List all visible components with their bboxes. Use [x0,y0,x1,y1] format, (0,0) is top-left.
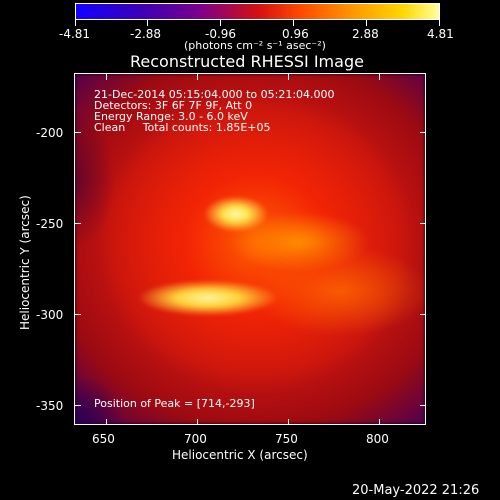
colorbar-tick-label: -0.96 [205,27,237,41]
peak-position: Position of Peak = [714,-293] [94,397,255,410]
y-tick-label: -250 [36,217,64,231]
rhessi-image: 21-Dec-2014 05:15:04.000 to 05:21:04.000… [74,73,426,425]
colorbar-tick-label: 2.88 [352,27,379,41]
x-axis-label: Heliocentric X (arcsec) [172,448,308,462]
y-tick-label: -350 [36,399,64,413]
info-line: Energy Range: 3.0 - 6.0 keV [94,110,248,123]
y-tick-label: -200 [36,126,64,140]
info-line: Clean Total counts: 1.85E+05 [94,121,271,134]
timestamp: 20-May-2022 21:26 [352,483,480,498]
colorbar-tick-label: 0.96 [282,27,309,41]
info-line: 21-Dec-2014 05:15:04.000 to 05:21:04.000 [94,88,335,101]
y-axis-label: Heliocentric Y (arcsec) [18,195,32,330]
colorbar-ticks [75,20,440,26]
x-tick-label: 700 [184,432,207,446]
plot-title: Reconstructed RHESSI Image [130,52,364,71]
x-tick-label: 800 [366,432,389,446]
y-tick-label: -300 [36,308,64,322]
colorbar-units: (photons cm⁻² s⁻¹ asec⁻²) [184,39,326,52]
colorbar [75,3,440,20]
x-tick-label: 750 [275,432,298,446]
x-tick-label: 650 [92,432,115,446]
colorbar-tick-label: -4.81 [59,27,91,41]
colorbar-tick-label: 4.81 [427,27,454,41]
colorbar-tick-label: -2.88 [130,27,162,41]
info-line: Detectors: 3F 6F 7F 9F, Att 0 [94,99,253,112]
